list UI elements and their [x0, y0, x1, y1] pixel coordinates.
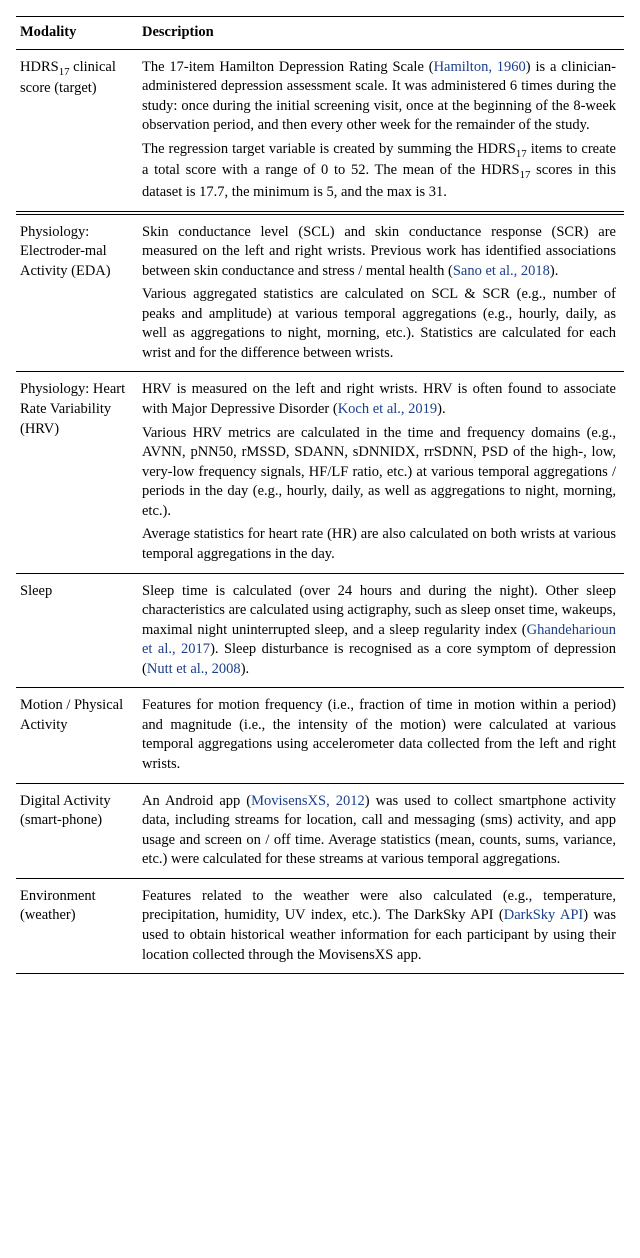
- description-cell: Sleep time is calculated (over 24 hours …: [138, 573, 624, 688]
- modality-cell: Motion / Physical Activity: [16, 688, 138, 783]
- description-cell: Features for motion frequency (i.e., fra…: [138, 688, 624, 783]
- modality-cell: HDRS17 clinical score (target): [16, 49, 138, 211]
- description-cell: Features related to the weather were als…: [138, 878, 624, 973]
- modality-cell: Physiology: Heart Rate Variability (HRV): [16, 372, 138, 573]
- table-body: HDRS17 clinical score (target)The 17-ite…: [16, 49, 624, 974]
- description-cell: HRV is measured on the left and right wr…: [138, 372, 624, 573]
- table-row: Motion / Physical ActivityFeatures for m…: [16, 688, 624, 783]
- modality-table: Modality Description HDRS17 clinical sco…: [16, 16, 624, 974]
- modality-cell: Sleep: [16, 573, 138, 688]
- table-row: Physiology: Heart Rate Variability (HRV)…: [16, 372, 624, 573]
- modality-cell: Environment (weather): [16, 878, 138, 973]
- table-row: Physiology: Electroder-mal Activity (EDA…: [16, 214, 624, 372]
- modality-cell: Physiology: Electroder-mal Activity (EDA…: [16, 214, 138, 372]
- table-header-row: Modality Description: [16, 17, 624, 50]
- modality-cell: Digital Activity (smart-phone): [16, 783, 138, 878]
- table-row: Environment (weather)Features related to…: [16, 878, 624, 973]
- description-cell: The 17-item Hamilton Depression Rating S…: [138, 49, 624, 211]
- table-row: SleepSleep time is calculated (over 24 h…: [16, 573, 624, 688]
- column-header-modality: Modality: [16, 17, 138, 50]
- description-cell: An Android app (MovisensXS, 2012) was us…: [138, 783, 624, 878]
- table-row: HDRS17 clinical score (target)The 17-ite…: [16, 49, 624, 211]
- description-cell: Skin conductance level (SCL) and skin co…: [138, 214, 624, 372]
- table-row: Digital Activity (smart-phone)An Android…: [16, 783, 624, 878]
- column-header-description: Description: [138, 17, 624, 50]
